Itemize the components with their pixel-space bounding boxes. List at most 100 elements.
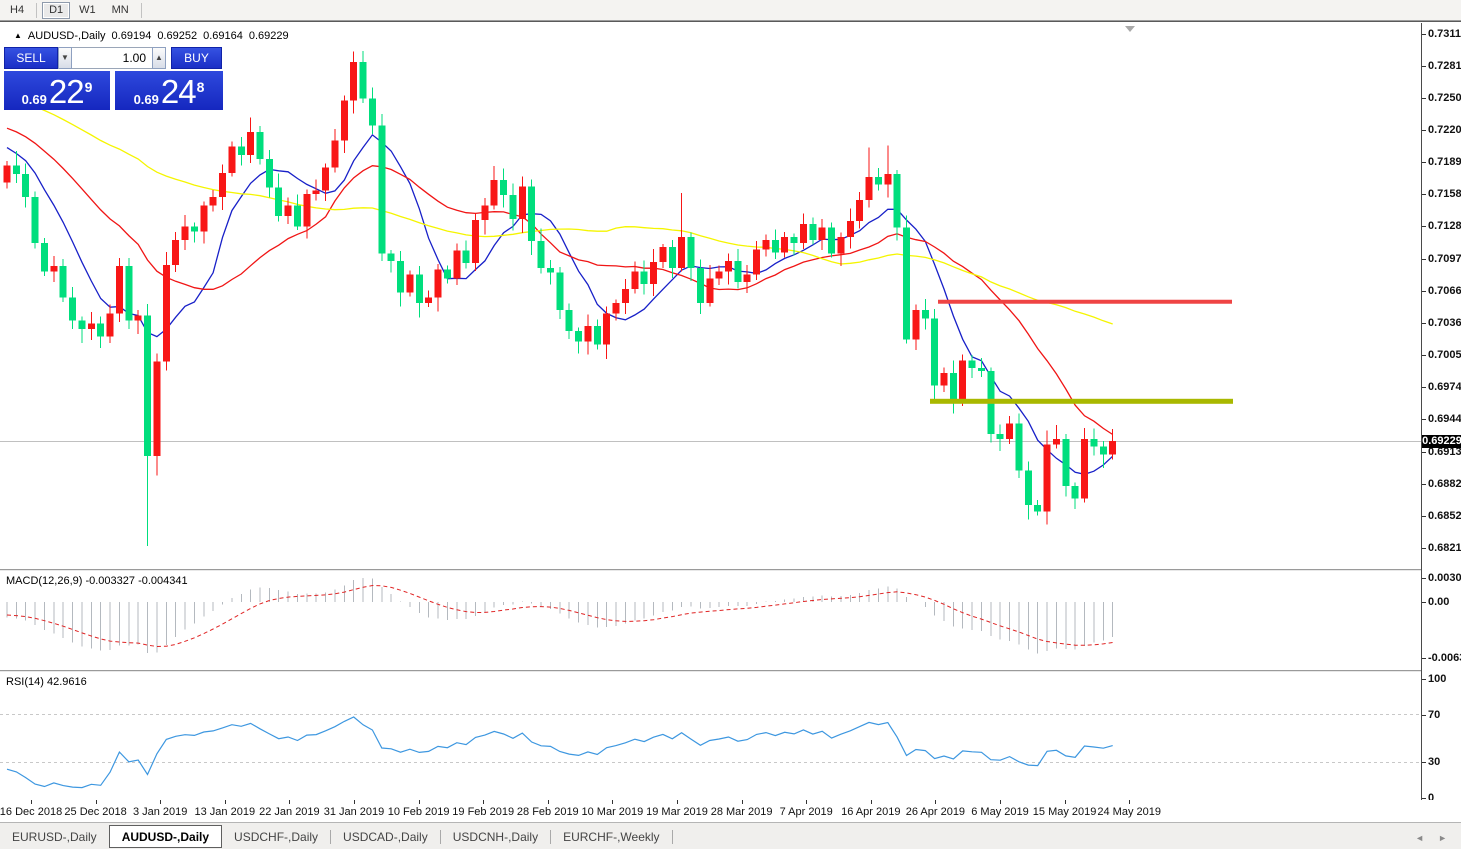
- pane-divider[interactable]: [0, 670, 1461, 672]
- axis-tick: [1422, 129, 1426, 131]
- price-axis-label: 0.73115: [1428, 28, 1461, 40]
- tab-scroll-arrows: ◄ ►: [1415, 833, 1461, 843]
- date-axis-tick: [741, 800, 743, 804]
- tab-separator: [671, 830, 673, 844]
- ask-price-display[interactable]: 0.69 24 8: [115, 71, 223, 110]
- price-pane[interactable]: ▲ AUDUSD-,Daily 0.69194 0.69252 0.69164 …: [0, 23, 1421, 569]
- date-axis-tick: [935, 800, 937, 804]
- axis-tick: [1422, 658, 1426, 659]
- chart-tab-eurusd-daily[interactable]: EURUSD-,Daily: [12, 830, 97, 844]
- axis-tick: [1422, 762, 1426, 763]
- price-axis-label: 0.70665: [1428, 284, 1461, 297]
- tab-separator: [330, 830, 332, 844]
- tab-scroll-left-icon[interactable]: ◄: [1415, 833, 1425, 843]
- symbol-label: AUDUSD-,Daily: [27, 30, 106, 42]
- date-axis-tick: [354, 800, 355, 804]
- date-axis-label: 28 Feb 2019: [516, 806, 579, 818]
- price-axis-label: 0.68825: [1428, 477, 1461, 490]
- panel-collapse-icon[interactable]: ▲: [14, 30, 22, 40]
- date-axis-label: 24 May 2019: [1097, 806, 1161, 818]
- arrow-down-icon: ▼: [61, 53, 69, 62]
- axis-tick: [1422, 97, 1426, 99]
- bid-price-pips: 22: [48, 73, 85, 110]
- bid-price-point: 9: [84, 79, 93, 95]
- date-axis-label: 15 May 2019: [1032, 806, 1097, 818]
- timeframe-button-h4[interactable]: H4: [3, 2, 31, 19]
- axis-tick: [1422, 451, 1426, 453]
- volume-input[interactable]: [72, 47, 152, 69]
- date-axis-tick: [289, 800, 291, 804]
- chart-tab-usdchf-daily[interactable]: USDCHF-,Daily: [234, 830, 319, 844]
- axis-tick: [1422, 419, 1426, 421]
- timeframe-button-w1[interactable]: W1: [72, 2, 103, 19]
- date-axis-label: 31 Jan 2019: [323, 806, 385, 818]
- price-axis-label: 0.71585: [1428, 188, 1461, 201]
- axis-tick: [1422, 194, 1426, 196]
- date-axis-label: 19 Mar 2019: [646, 806, 708, 818]
- ohlc-close: 0.69229: [248, 30, 289, 42]
- date-axis-tick: [418, 800, 420, 804]
- axis-tick: [1422, 602, 1426, 603]
- date-axis-tick: [160, 800, 162, 804]
- ask-price-point: 8: [196, 79, 205, 95]
- ohlc-high: 0.69252: [157, 30, 198, 42]
- date-axis-tick: [1064, 800, 1066, 804]
- bid-price-prefix: 0.69: [21, 92, 47, 107]
- date-axis-label: 22 Jan 2019: [259, 806, 320, 818]
- rsi-axis-70: 70: [1428, 709, 1441, 721]
- timeframe-button-d1[interactable]: D1: [42, 1, 71, 19]
- axis-tick: [1422, 387, 1426, 389]
- date-axis-tick: [806, 800, 808, 804]
- macd-axis-min: -0.006311: [1428, 652, 1461, 664]
- pane-divider[interactable]: [0, 569, 1461, 571]
- chart-tab-audusd-daily[interactable]: AUDUSD-,Daily: [108, 825, 223, 848]
- date-axis[interactable]: 16 Dec 2018 25 Dec 2018 3 Jan 2019 13 Jan 2…: [0, 800, 1461, 823]
- date-axis-tick: [483, 800, 485, 804]
- macd-axis-max: 0.003035: [1428, 572, 1461, 584]
- chart-tab-usdcad-daily[interactable]: USDCAD-,Daily: [343, 830, 428, 844]
- tab-scroll-right-icon[interactable]: ►: [1438, 833, 1447, 843]
- ohlc-open: 0.69194: [111, 30, 152, 42]
- axis-tick: [1422, 162, 1426, 164]
- timeframe-button-mn[interactable]: MN: [105, 2, 136, 19]
- chart-window: ▲ AUDUSD-,Daily 0.69194 0.69252 0.69164 …: [0, 21, 1461, 823]
- rsi-label: RSI(14) 42.9616: [6, 676, 87, 688]
- bid-price-display[interactable]: 0.69 22 9: [4, 71, 110, 110]
- date-axis-tick: [224, 800, 226, 804]
- date-axis-tick: [95, 800, 97, 804]
- date-axis-tick: [677, 800, 678, 804]
- chart-shift-marker-icon: [1125, 26, 1135, 32]
- axis-tick: [1422, 548, 1426, 549]
- rsi-axis-0: 0: [1428, 792, 1435, 804]
- chart-tab-usdcnh-daily[interactable]: USDCNH-,Daily: [452, 830, 539, 844]
- date-axis-label: 19 Feb 2019: [452, 806, 515, 818]
- date-axis-label: 10 Mar 2019: [581, 806, 644, 818]
- axis-tick: [1422, 322, 1426, 324]
- tab-separator: [439, 830, 441, 844]
- date-axis-tick: [870, 800, 872, 804]
- volume-decrease-button[interactable]: ▼: [58, 47, 72, 69]
- date-axis-tick: [547, 800, 549, 804]
- chart-tabbar: EURUSD-,Daily AUDUSD-,Daily USDCHF-,Daily U…: [0, 822, 1461, 849]
- buy-button[interactable]: BUY: [171, 47, 222, 69]
- volume-increase-button[interactable]: ▲: [152, 47, 166, 69]
- arrow-up-icon: ▲: [155, 53, 163, 62]
- price-axis-label: 0.72505: [1428, 91, 1461, 104]
- axis-tick: [1422, 355, 1426, 357]
- axis-tick: [1422, 578, 1426, 579]
- chart-tab-eurchf-weekly[interactable]: EURCHF-,Weekly: [563, 830, 660, 844]
- macd-pane: MACD(12,26,9) -0.003327 -0.004341: [0, 571, 1421, 670]
- rsi-pane: RSI(14) 42.9616: [0, 672, 1421, 800]
- date-axis-tick: [31, 800, 32, 804]
- axis-tick: [1422, 798, 1426, 799]
- sell-button[interactable]: SELL: [4, 47, 58, 69]
